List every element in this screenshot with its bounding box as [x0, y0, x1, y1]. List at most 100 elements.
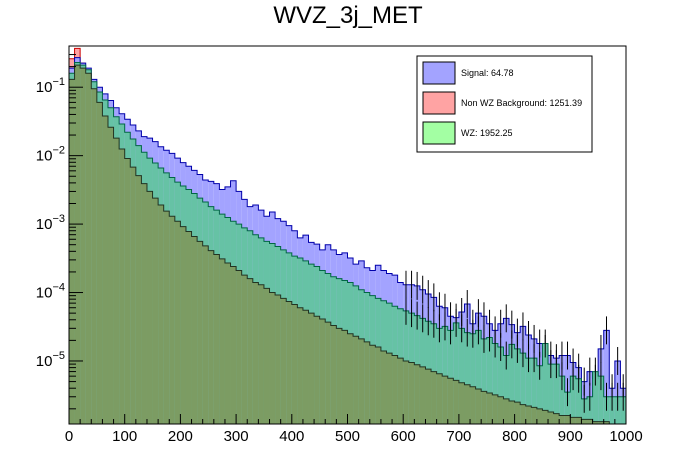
bar-background-stack-91: [575, 378, 582, 424]
bar-non-wz-background-9: [119, 149, 125, 424]
bar-background-stack-86: [548, 364, 554, 424]
bar-non-wz-background-48: [336, 328, 342, 424]
legend-swatch-non-wz-background: [422, 91, 456, 115]
x-tick-label-5: 500: [335, 428, 360, 445]
x-tick-label-6: 600: [391, 428, 416, 445]
bar-background-stack-73: [475, 330, 482, 424]
bar-non-wz-background-41: [297, 307, 303, 424]
bar-non-wz-background-3: [85, 73, 92, 425]
bar-non-wz-background-40: [291, 304, 298, 424]
bar-non-wz-background-21: [185, 231, 192, 424]
bar-non-wz-background-62: [414, 364, 420, 424]
bar-background-stack-74: [481, 338, 487, 424]
bar-background-stack-77: [497, 347, 504, 424]
bar-signal-stack-96: [603, 330, 610, 424]
bar-non-wz-background-83: [531, 407, 537, 424]
x-tick-label-4: 400: [279, 428, 304, 445]
bar-non-wz-background-7: [107, 127, 114, 425]
bar-background-stack-94: [592, 371, 599, 424]
bar-non-wz-background-25: [208, 250, 214, 424]
bar-non-wz-background-94: [592, 421, 599, 424]
bar-background-stack-69: [453, 322, 459, 424]
bar-non-wz-background-20: [180, 226, 186, 424]
bar-non-wz-background-33: [252, 282, 259, 424]
bar-background-stack-78: [503, 355, 510, 424]
bar-non-wz-background-55: [375, 347, 381, 424]
bar-non-wz-background-11: [130, 167, 136, 425]
bar-background-stack-70: [458, 328, 465, 424]
bar-non-wz-background-29: [230, 266, 237, 424]
x-tick-label-9: 900: [558, 428, 583, 445]
legend-label-signal: Signal: 64.78: [461, 68, 514, 78]
bar-non-wz-background-4: [91, 88, 97, 424]
bar-non-wz-background-54: [369, 345, 376, 424]
axis-layer: 0 100 200 300 400 500 600 700 800 900 1000 10−1 10−2…: [36, 45, 643, 445]
bar-background-stack-88: [559, 376, 565, 424]
bar-non-wz-background-23: [197, 241, 203, 424]
legend-swatch-signal: [422, 61, 456, 85]
bar-non-wz-background-14: [146, 191, 153, 424]
bar-non-wz-background-78: [503, 398, 510, 424]
x-tick-label-1: 100: [112, 428, 137, 445]
bar-non-wz-background-26: [213, 254, 220, 424]
bar-non-wz-background-93: [587, 419, 593, 424]
bar-non-wz-background-89: [564, 415, 571, 424]
bar-non-wz-background-64: [425, 369, 432, 424]
bar-non-wz-background-18: [169, 216, 175, 424]
bar-non-wz-background-28: [224, 263, 231, 424]
bar-non-wz-background-74: [481, 391, 487, 424]
bar-non-wz-background-76: [492, 394, 498, 424]
bar-non-wz-background-47: [330, 325, 337, 424]
bar-non-wz-background-24: [202, 245, 209, 424]
bar-non-wz-background-92: [581, 419, 588, 424]
bar-non-wz-background-45: [319, 319, 326, 424]
outline-non-wz-background: [68, 64, 626, 425]
chart-title: WVZ_3j_MET: [273, 2, 423, 29]
bar-non-wz-background-17: [163, 211, 170, 424]
x-tick-label-3: 300: [224, 428, 249, 445]
bar-non-wz-background-49: [341, 330, 348, 424]
bar-non-wz-background-72: [470, 386, 476, 424]
bar-non-wz-background-37: [275, 295, 281, 424]
bar-background-stack-71: [464, 332, 471, 424]
bar-non-wz-background-87: [553, 413, 560, 424]
bar-background-stack-75: [486, 337, 493, 424]
bar-non-wz-background-57: [386, 353, 393, 424]
bar-non-wz-background-68: [447, 378, 454, 424]
legend-label-wz: WZ: 1952.25: [461, 128, 513, 138]
bar-non-wz-background-31: [241, 275, 248, 424]
bar-background-stack-76: [492, 343, 498, 424]
x-tick-label-0: 0: [65, 428, 73, 445]
bar-non-wz-background-51: [353, 336, 359, 424]
bar-non-wz-background-8: [113, 138, 120, 424]
bar-non-wz-background-6: [102, 115, 108, 424]
y-tick-label-4: 10−5: [36, 350, 65, 370]
bar-non-wz-background-59: [397, 358, 404, 424]
bar-background-stack-68: [447, 330, 454, 424]
bar-non-wz-background-13: [141, 183, 147, 424]
bar-background-stack-82: [525, 358, 532, 424]
bar-non-wz-background-56: [380, 350, 387, 424]
bar-non-wz-background-34: [258, 284, 264, 424]
bar-non-wz-background-16: [158, 205, 164, 424]
bar-non-wz-background-82: [525, 405, 532, 424]
bar-non-wz-background-42: [302, 310, 309, 424]
bar-non-wz-background-66: [436, 373, 443, 424]
bar-non-wz-background-10: [124, 158, 131, 425]
bar-non-wz-background-84: [536, 408, 543, 424]
bar-non-wz-background-46: [325, 322, 331, 424]
bar-non-wz-background-30: [236, 270, 242, 424]
bar-background-stack-81: [520, 353, 526, 424]
bar-non-wz-background-32: [247, 278, 253, 424]
bar-background-stack-85: [542, 343, 549, 424]
bar-non-wz-background-61: [408, 362, 415, 424]
bar-non-wz-background-95: [598, 421, 604, 424]
bar-background-stack-72: [470, 333, 476, 424]
x-tick-label-2: 200: [168, 428, 193, 445]
y-tick-label-2: 10−3: [36, 213, 65, 233]
legend-swatch-wz: [422, 121, 456, 145]
outline-background-stack: [68, 61, 626, 424]
bar-non-wz-background-50: [347, 333, 354, 424]
bar-background-stack-83: [531, 358, 537, 424]
